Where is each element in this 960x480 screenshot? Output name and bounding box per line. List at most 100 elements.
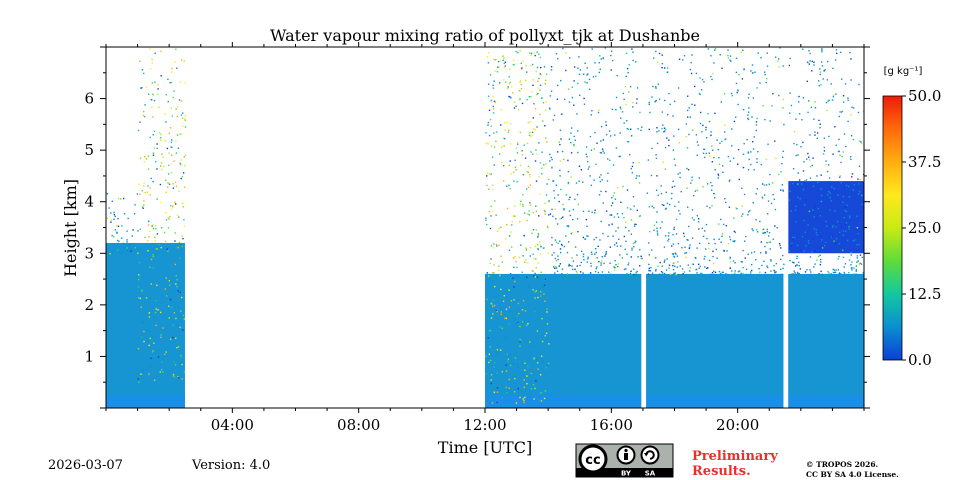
noise-dot	[489, 118, 492, 121]
noise-dot	[778, 173, 780, 176]
noise-dot	[763, 232, 765, 234]
noise-dot	[641, 126, 643, 128]
noise-dot	[747, 168, 750, 171]
noise-dot	[504, 129, 506, 131]
noise-dot	[181, 245, 183, 248]
noise-dot	[509, 310, 512, 313]
noise-dot	[656, 61, 659, 64]
noise-dot	[626, 141, 629, 143]
noise-dot	[823, 137, 826, 139]
noise-dot	[509, 143, 512, 145]
noise-dot	[488, 330, 490, 332]
noise-dot	[762, 232, 764, 234]
noise-dot	[624, 226, 627, 229]
noise-dot	[509, 81, 511, 84]
noise-dot	[627, 141, 630, 143]
noise-dot	[605, 190, 607, 193]
noise-dot	[665, 269, 668, 271]
noise-dot	[149, 187, 151, 189]
noise-dot	[762, 104, 764, 107]
noise-dot	[801, 119, 803, 121]
noise-dot	[560, 217, 563, 220]
noise-dot	[531, 232, 533, 235]
noise-dot	[631, 48, 633, 50]
noise-dot	[539, 84, 542, 86]
noise-dot	[721, 67, 723, 69]
noise-dot	[590, 184, 593, 187]
noise-dot	[614, 266, 616, 269]
noise-dot	[498, 244, 500, 247]
noise-dot	[559, 169, 561, 172]
noise-dot	[537, 296, 539, 299]
noise-dot	[526, 142, 529, 144]
noise-dot	[508, 249, 511, 251]
noise-dot	[848, 196, 851, 198]
noise-dot	[587, 73, 589, 75]
noise-dot	[658, 52, 661, 55]
noise-dot	[496, 310, 498, 313]
noise-dot	[495, 243, 498, 246]
noise-dot	[858, 83, 860, 86]
noise-dot	[110, 219, 113, 221]
noise-dot	[528, 214, 531, 216]
noise-dot	[848, 185, 850, 188]
preliminary-line-2: Results.	[692, 464, 751, 479]
noise-dot	[697, 144, 699, 146]
noise-dot	[737, 148, 740, 151]
noise-dot	[766, 77, 768, 80]
noise-dot	[141, 206, 144, 208]
noise-dot	[571, 96, 574, 99]
noise-dot	[623, 216, 625, 219]
noise-dot	[798, 273, 801, 275]
noise-dot	[734, 231, 736, 234]
noise-dot	[674, 265, 676, 268]
noise-dot	[735, 71, 738, 74]
noise-dot	[679, 172, 681, 174]
noise-dot	[569, 57, 571, 59]
noise-dot	[555, 218, 557, 220]
noise-dot	[766, 265, 768, 267]
noise-dot	[779, 258, 782, 260]
noise-dot	[175, 140, 177, 142]
noise-dot	[809, 177, 812, 179]
noise-dot	[666, 258, 668, 260]
noise-dot	[167, 182, 169, 184]
noise-dot	[559, 143, 561, 146]
noise-dot	[743, 68, 745, 71]
noise-dot	[143, 116, 146, 118]
noise-dot	[820, 61, 823, 63]
noise-dot	[738, 74, 740, 76]
noise-dot	[141, 86, 143, 89]
noise-dot	[134, 247, 137, 249]
noise-dot	[747, 117, 749, 120]
noise-dot	[668, 238, 670, 240]
noise-dot	[711, 205, 713, 207]
noise-dot	[528, 388, 531, 391]
noise-dot	[485, 132, 487, 134]
noise-dot	[489, 227, 492, 230]
noise-dot	[177, 246, 179, 249]
noise-dot	[601, 271, 604, 273]
noise-dot	[825, 164, 827, 166]
noise-dot	[527, 213, 529, 215]
noise-dot	[732, 240, 734, 242]
noise-dot	[818, 119, 820, 122]
noise-dot	[512, 64, 515, 66]
noise-dot	[679, 176, 681, 179]
noise-dot	[530, 96, 532, 98]
noise-dot	[855, 270, 857, 272]
noise-dot	[515, 274, 518, 277]
noise-dot	[511, 85, 513, 88]
noise-dot	[605, 210, 608, 212]
noise-dot	[730, 60, 732, 62]
noise-dot	[595, 251, 597, 254]
noise-dot	[767, 200, 770, 202]
noise-dot	[149, 194, 151, 196]
noise-dot	[712, 72, 714, 75]
noise-dot	[139, 297, 141, 300]
noise-dot	[506, 185, 508, 187]
noise-dot	[584, 238, 586, 240]
noise-dot	[559, 160, 562, 162]
noise-dot	[848, 216, 851, 219]
noise-dot	[733, 120, 736, 123]
